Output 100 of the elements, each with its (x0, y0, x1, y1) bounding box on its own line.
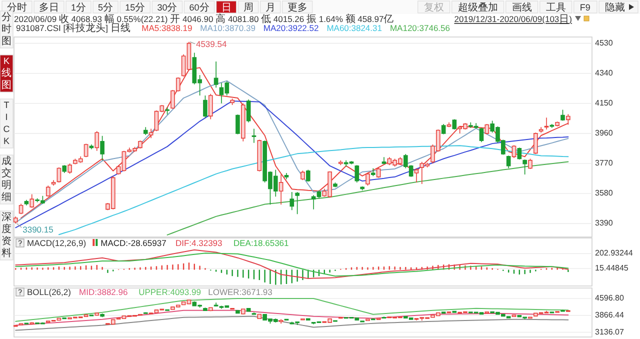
text: 周 (243, 2, 254, 14)
candlestick (252, 128, 256, 144)
candlestick (252, 312, 256, 315)
candlestick (94, 312, 100, 316)
text: MA10:3870.39 (200, 23, 256, 33)
annotation: 3390.15 (22, 224, 54, 235)
text: 更多 (287, 2, 308, 14)
candlestick (370, 318, 376, 320)
line-series (15, 310, 569, 326)
candlestick (165, 106, 170, 115)
line-series (15, 100, 569, 228)
candlestick (538, 126, 544, 134)
line-series (58, 145, 569, 236)
text: 30分 (157, 2, 178, 14)
candlestick (517, 147, 522, 160)
text: MID:3882.96 (79, 287, 128, 297)
candlestick (566, 310, 570, 312)
text: MA60:3824.31 (326, 23, 382, 33)
candlestick (295, 192, 300, 214)
candlestick (441, 311, 446, 314)
candlestick (382, 316, 386, 319)
candlestick (240, 308, 246, 315)
text: LOWER:3671.93 (208, 287, 273, 297)
chart-title: 931087.CSI [科技龙头] 日线 (16, 22, 130, 34)
candlestick (94, 130, 100, 152)
candlestick (278, 318, 284, 324)
candlestick (366, 172, 370, 186)
candlestick (512, 144, 516, 158)
annotation: 4539.54 (196, 38, 227, 49)
text: 工具 (546, 2, 566, 14)
candlestick (446, 122, 452, 128)
candlestick (236, 114, 240, 135)
text: 超级叠加 (458, 2, 498, 14)
text: 60分 (189, 2, 210, 14)
y-tick-label: 3960 (595, 128, 614, 138)
candlestick (333, 182, 338, 188)
candlestick (354, 164, 360, 183)
text: 日 (221, 2, 232, 14)
series-label: DIF:4.32393 (175, 238, 223, 248)
candlestick (230, 98, 234, 106)
candlestick (414, 168, 419, 183)
candlestick (382, 156, 386, 165)
y-tick-label: 3770 (595, 158, 614, 168)
candlestick (143, 126, 148, 136)
candlestick (560, 109, 565, 122)
text: 画线 (512, 2, 532, 14)
candlestick (46, 185, 50, 198)
candlestick (528, 316, 532, 319)
candlestick (246, 99, 251, 123)
candlestick (68, 163, 72, 174)
candlestick (376, 167, 381, 178)
text: TICK (3, 100, 10, 146)
candlestick (246, 308, 251, 312)
candlestick (528, 158, 532, 170)
y-tick-label: 4596.80 (595, 294, 624, 303)
candlestick (284, 172, 289, 180)
candlestick (512, 314, 516, 318)
candlestick (257, 314, 262, 320)
text: 多日 (39, 2, 59, 14)
y-tick-label: 4340 (595, 68, 614, 78)
candlestick (138, 140, 142, 149)
candlestick (203, 307, 208, 312)
chart-title: BOLL(26,2) (27, 287, 72, 297)
y-tick-label: 4530 (595, 38, 614, 48)
line-series (15, 298, 569, 322)
text: 5分 (98, 2, 114, 14)
text: 15分 (125, 2, 146, 14)
text: 分时图 (2, 11, 12, 47)
candlestick (306, 169, 310, 182)
line-series (166, 161, 569, 236)
candlestick (236, 310, 240, 314)
text: 深度资料 (2, 211, 12, 259)
candlestick (522, 159, 527, 175)
candlestick (13, 216, 18, 224)
candlestick (544, 117, 549, 130)
candlestick (51, 180, 56, 186)
candlestick (555, 121, 560, 127)
candlestick (534, 132, 538, 154)
candlestick (240, 103, 246, 142)
candlestick (214, 61, 218, 88)
text: 月 (265, 2, 276, 14)
candlestick (208, 94, 213, 120)
candlestick (479, 128, 484, 143)
candlestick (290, 192, 294, 211)
text: K线图 (2, 56, 12, 91)
candlestick (376, 318, 381, 320)
y-tick-label: 3136.07 (595, 327, 624, 336)
text: 2019/12/31-2020/06/09(103日) (454, 14, 572, 25)
text: 1分 (71, 2, 86, 14)
text: 复权 (424, 2, 444, 14)
y-tick-label: 15.44845 (595, 264, 629, 273)
candlestick (506, 155, 511, 169)
y-tick-label: 3390 (595, 218, 614, 228)
candlestick (84, 143, 88, 158)
line-series (15, 316, 569, 331)
candlestick (452, 118, 457, 130)
candlestick (100, 313, 104, 318)
y-tick-label: 202.93244 (595, 248, 634, 258)
candlestick (452, 310, 457, 314)
candlestick (56, 167, 62, 183)
